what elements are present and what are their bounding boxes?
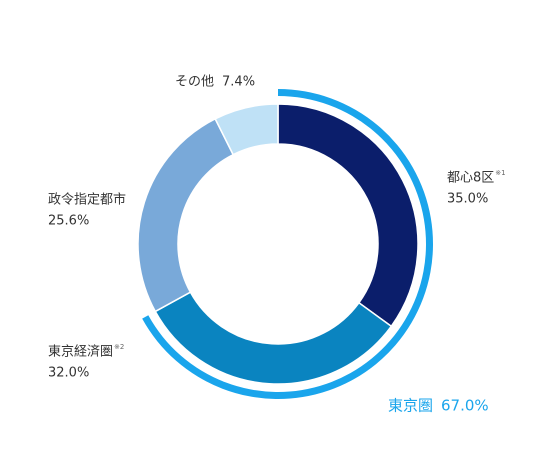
value-label: 7.4% bbox=[222, 75, 255, 90]
footnote-mark: ※2 bbox=[114, 343, 124, 351]
footnote-mark: ※1 bbox=[495, 169, 505, 177]
donut-segment bbox=[137, 117, 235, 313]
value-label: 32.0% bbox=[48, 366, 89, 381]
donut-segment bbox=[277, 103, 419, 328]
category-label: 都心8区 bbox=[447, 171, 494, 186]
value-label: 35.0% bbox=[447, 192, 488, 207]
category-label: 東京経済圏 bbox=[48, 344, 113, 360]
value-label: 25.6% bbox=[48, 214, 89, 229]
group-value-label: 67.0% bbox=[441, 397, 489, 415]
donut-segment bbox=[214, 103, 279, 156]
category-label: 政令指定都市 bbox=[48, 192, 126, 208]
group-label: 東京圏 bbox=[388, 397, 433, 415]
category-label: その他 bbox=[175, 75, 214, 90]
